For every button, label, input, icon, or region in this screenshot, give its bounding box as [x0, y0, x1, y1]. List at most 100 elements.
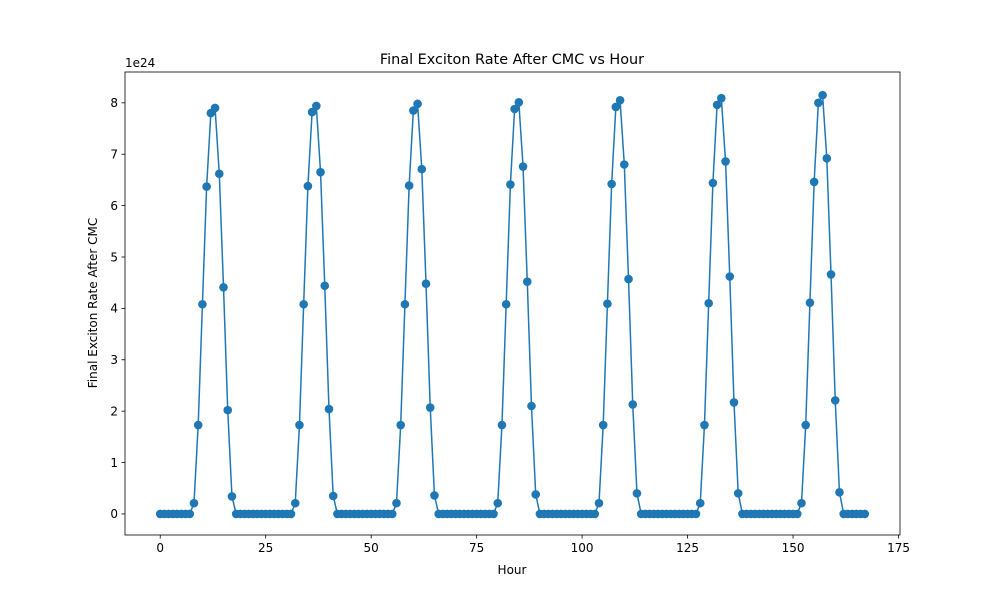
data-point	[193, 420, 203, 430]
data-point	[223, 405, 233, 415]
data-point	[830, 396, 840, 405]
data-point	[497, 420, 507, 430]
data-point	[809, 177, 819, 187]
data-point	[708, 178, 718, 188]
data-point	[691, 509, 701, 519]
data-point	[409, 106, 418, 115]
data-point	[522, 277, 532, 286]
data-point	[717, 93, 726, 103]
data-point	[792, 509, 802, 519]
data-point	[607, 179, 616, 189]
data-point	[210, 103, 220, 113]
data-point	[695, 498, 705, 508]
data-point	[506, 180, 515, 189]
data-point	[801, 420, 811, 430]
data-point	[303, 181, 313, 191]
data-point	[514, 98, 524, 107]
y-tick-label: 4	[110, 302, 118, 316]
y-tick-label: 0	[110, 507, 118, 521]
y-tick-label: 5	[110, 250, 118, 264]
data-point	[413, 99, 422, 109]
x-tick-label: 25	[258, 541, 273, 555]
data-point	[620, 160, 629, 169]
data-point	[425, 403, 435, 412]
data-point	[185, 509, 195, 519]
data-point	[320, 281, 330, 291]
data-point	[312, 101, 321, 111]
data-point	[227, 492, 237, 501]
x-axis-label: Hour	[498, 563, 527, 577]
chart-title: Final Exciton Rate After CMC vs Hour	[380, 52, 644, 68]
x-axis-ticks: 0 25 50 75 100 125 150 175	[156, 535, 910, 555]
y-axis-label: Final Exciton Rate After CMC	[86, 218, 100, 388]
data-point	[387, 509, 397, 519]
data-point	[598, 420, 608, 430]
data-point	[531, 490, 540, 499]
x-tick-label: 0	[156, 541, 164, 555]
data-point	[396, 420, 406, 430]
data-point	[805, 298, 815, 308]
data-point	[189, 498, 199, 508]
data-point	[404, 181, 414, 190]
data-point	[704, 298, 713, 308]
data-point	[202, 182, 211, 191]
data-point	[290, 498, 300, 508]
data-point	[299, 299, 308, 309]
data-point	[725, 272, 735, 281]
data-point	[733, 489, 743, 498]
data-point	[527, 401, 536, 411]
data-point	[603, 299, 612, 309]
data-point	[214, 169, 224, 179]
data-point	[700, 420, 709, 430]
data-point	[611, 102, 621, 112]
data-point	[818, 90, 827, 100]
data-point	[295, 420, 304, 430]
y-offset-label: 1e24	[125, 56, 155, 70]
y-tick-label: 6	[110, 199, 118, 213]
data-point	[729, 398, 739, 407]
x-tick-label: 175	[887, 541, 910, 555]
data-point	[400, 299, 410, 309]
data-point	[392, 498, 401, 508]
x-tick-label: 125	[676, 541, 699, 555]
plot-area	[155, 90, 870, 519]
y-tick-label: 3	[110, 353, 118, 367]
data-point	[835, 488, 844, 497]
data-point	[430, 491, 439, 500]
data-point	[510, 104, 519, 114]
plot-frame	[124, 71, 901, 536]
data-point	[712, 100, 722, 110]
x-tick-label: 100	[571, 541, 594, 555]
data-point	[822, 154, 832, 163]
y-axis-ticks: 0 1 2 3 4 5 6 7 8	[110, 96, 125, 521]
y-tick-label: 2	[110, 404, 118, 418]
data-point	[590, 509, 600, 519]
x-tick-label: 50	[364, 541, 379, 555]
data-point	[286, 509, 296, 519]
data-point	[501, 299, 511, 309]
data-point	[307, 107, 317, 117]
data-point	[489, 509, 498, 519]
y-tick-label: 7	[110, 148, 118, 162]
data-point	[628, 400, 638, 409]
data-point	[324, 404, 334, 414]
data-point	[797, 498, 806, 508]
data-point	[417, 164, 427, 174]
data-point	[721, 157, 730, 166]
y-tick-label: 8	[110, 96, 118, 110]
x-tick-label: 150	[782, 541, 805, 555]
data-point	[814, 98, 823, 108]
data-point	[518, 162, 528, 171]
y-tick-label: 1	[110, 456, 118, 470]
data-point	[328, 491, 338, 501]
data-point	[594, 498, 604, 508]
data-point	[615, 95, 625, 105]
data-point	[421, 279, 431, 289]
data-point	[632, 489, 642, 498]
data-point	[826, 270, 836, 279]
data-point	[198, 299, 207, 309]
data-point	[860, 509, 870, 519]
data-point	[624, 274, 633, 284]
